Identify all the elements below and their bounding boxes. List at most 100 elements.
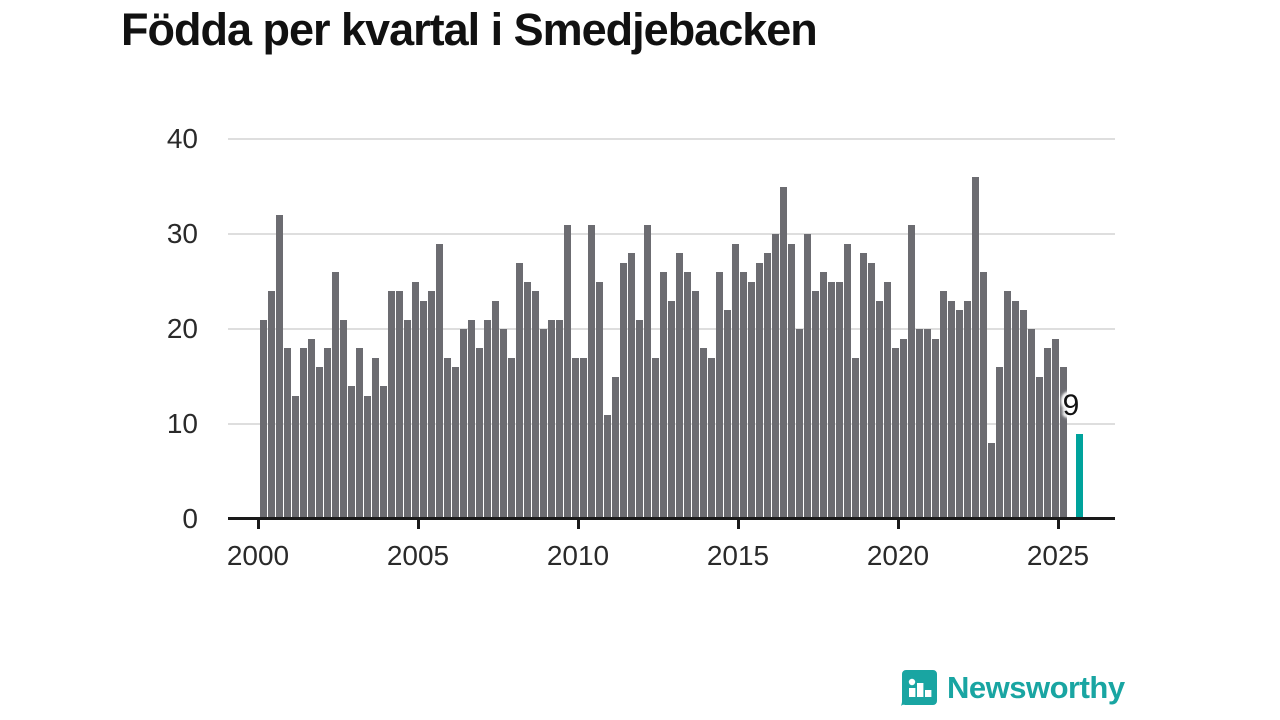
bar <box>500 329 507 519</box>
x-tick-2020 <box>897 520 900 529</box>
bar <box>444 357 451 519</box>
bar <box>964 300 971 519</box>
bar <box>268 291 275 519</box>
bar <box>820 272 827 519</box>
bar <box>1028 329 1035 519</box>
gridline-30 <box>228 233 1115 235</box>
bar <box>300 348 307 519</box>
bar <box>724 310 731 519</box>
chart-title: Födda per kvartal i Smedjebacken <box>121 4 818 55</box>
bar <box>284 348 291 519</box>
bar <box>588 224 595 519</box>
bar <box>780 186 787 519</box>
bar <box>692 291 699 519</box>
bar <box>652 357 659 519</box>
bar <box>364 395 371 519</box>
gridline-40 <box>228 138 1115 140</box>
bar <box>1012 300 1019 519</box>
x-axis-label-2025: 2025 <box>1026 540 1090 571</box>
bar <box>548 319 555 519</box>
bar <box>460 329 467 519</box>
y-axis-label-10: 10 <box>166 408 198 439</box>
bar <box>428 291 435 519</box>
bar <box>620 262 627 519</box>
bar <box>628 253 635 519</box>
bar <box>956 310 963 519</box>
bar-highlighted <box>1076 433 1083 519</box>
bar <box>356 348 363 519</box>
x-axis-label-2020: 2020 <box>866 540 930 571</box>
x-axis-label-2005: 2005 <box>386 540 450 571</box>
bar <box>388 291 395 519</box>
bar <box>316 367 323 519</box>
bar <box>948 300 955 519</box>
bar <box>740 272 747 519</box>
bar <box>1004 291 1011 519</box>
bar <box>604 414 611 519</box>
y-axis-label-30: 30 <box>166 218 198 249</box>
bar <box>756 262 763 519</box>
bar <box>612 376 619 519</box>
bar <box>940 291 947 519</box>
bar <box>580 357 587 519</box>
bar <box>468 319 475 519</box>
x-axis-label-2010: 2010 <box>546 540 610 571</box>
bar <box>380 386 387 519</box>
newsworthy-logo-text: Newsworthy <box>947 669 1125 705</box>
bar <box>668 300 675 519</box>
bar <box>708 357 715 519</box>
bar <box>396 291 403 519</box>
bar <box>324 348 331 519</box>
bar <box>1036 376 1043 519</box>
bar <box>340 319 347 519</box>
bar <box>868 262 875 519</box>
bar <box>452 367 459 519</box>
bar <box>420 300 427 519</box>
newsworthy-logo-icon <box>901 669 938 706</box>
bar <box>748 281 755 519</box>
bar <box>260 319 267 519</box>
bar <box>796 329 803 519</box>
bar <box>276 215 283 519</box>
bar <box>492 300 499 519</box>
bar <box>372 357 379 519</box>
bar <box>844 243 851 519</box>
bar <box>1060 367 1067 519</box>
bar <box>996 367 1003 519</box>
bar <box>404 319 411 519</box>
bar <box>676 253 683 519</box>
bar <box>532 291 539 519</box>
bar <box>972 177 979 519</box>
bar <box>516 262 523 519</box>
x-tick-2010 <box>577 520 580 529</box>
bar <box>860 253 867 519</box>
highlight-value-label: 9 <box>1062 389 1080 422</box>
bar <box>764 253 771 519</box>
bar <box>988 443 995 519</box>
bar <box>836 281 843 519</box>
bar <box>660 272 667 519</box>
bar <box>348 386 355 519</box>
bar <box>892 348 899 519</box>
bar <box>772 234 779 519</box>
bar <box>484 319 491 519</box>
bar <box>596 281 603 519</box>
bar <box>556 319 563 519</box>
bar <box>1020 310 1027 519</box>
bar <box>908 224 915 519</box>
bar <box>412 281 419 519</box>
x-tick-2015 <box>737 520 740 529</box>
x-axis-line <box>228 517 1115 520</box>
bar <box>716 272 723 519</box>
bar <box>700 348 707 519</box>
bar <box>1052 338 1059 519</box>
bar <box>572 357 579 519</box>
bar <box>732 243 739 519</box>
y-axis-label-20: 20 <box>166 313 198 344</box>
y-axis-label-0: 0 <box>182 503 198 534</box>
bar <box>292 395 299 519</box>
bar <box>540 329 547 519</box>
bar <box>932 338 939 519</box>
bar <box>508 357 515 519</box>
bar <box>524 281 531 519</box>
